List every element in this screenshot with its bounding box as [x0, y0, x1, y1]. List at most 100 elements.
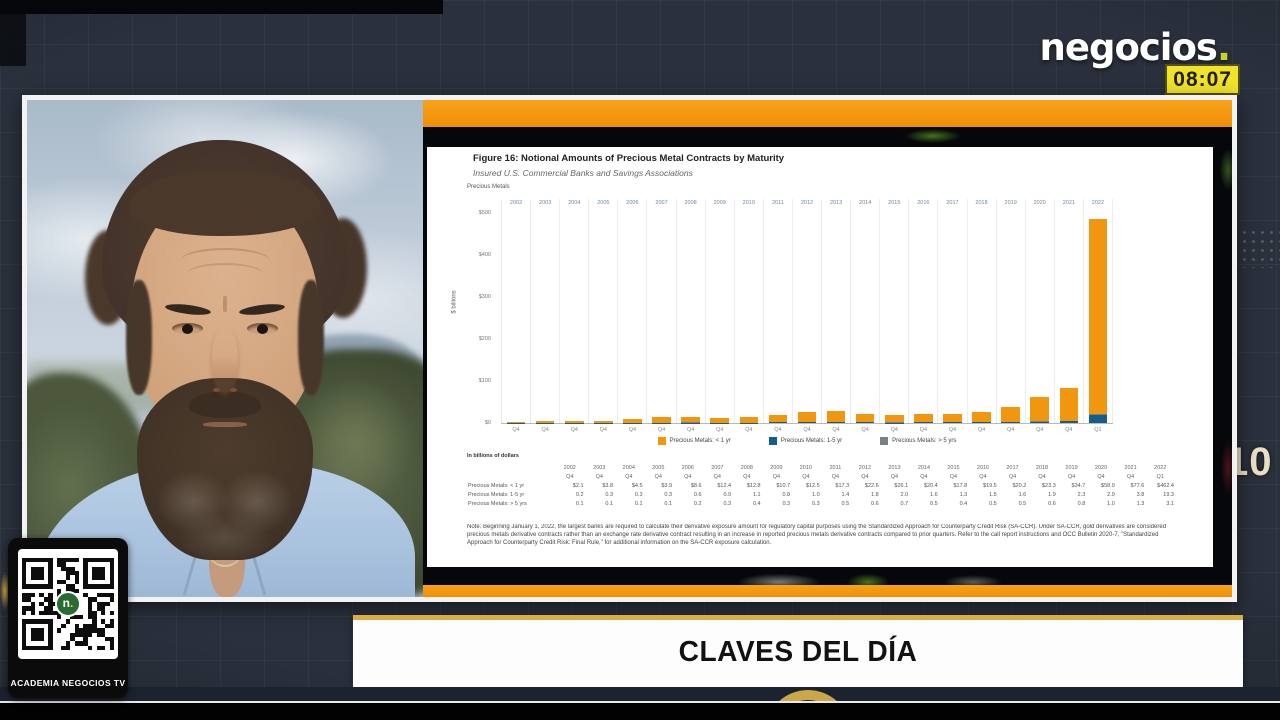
- year-label: 2002: [509, 200, 523, 206]
- bar-stack: [594, 421, 613, 423]
- bar-segment: [972, 422, 991, 423]
- year-label: 2015: [888, 200, 901, 206]
- year-label: 2011: [771, 200, 784, 206]
- forehead-wrinkle: [180, 248, 270, 274]
- occ-document: Figure 16: Notional Amounts of Precious …: [427, 147, 1213, 567]
- quarter-label: Q4: [1036, 427, 1044, 433]
- bar-segment: [885, 422, 904, 423]
- nostril-right: [230, 388, 237, 392]
- bar-stack: [768, 414, 788, 423]
- year-label: 2006: [626, 200, 639, 206]
- year-label: 2014: [859, 200, 872, 206]
- bar-segment: [943, 413, 962, 423]
- quarter-label: Q4: [774, 427, 782, 433]
- chart-column: 2011 Q4: [762, 199, 792, 433]
- eye-left: [172, 323, 203, 334]
- logo-dot: .: [1216, 26, 1231, 69]
- bar-stack: [914, 414, 933, 423]
- quarter-label: Q4: [832, 427, 840, 433]
- qr-card: n. ACADEMIA NEGOCIOS TV: [8, 538, 128, 698]
- nostril-left: [213, 388, 220, 392]
- bar-segment: [1088, 413, 1108, 415]
- y-tick-label: $0: [484, 420, 491, 426]
- chart-column: 2003 Q4: [530, 199, 559, 433]
- forehead-wrinkle: [187, 263, 263, 285]
- chart-column: 2014 Q4: [850, 199, 879, 433]
- y-tick-label: $500: [478, 210, 491, 216]
- footnote: Note: Beginning January 1, 2022, the lar…: [467, 524, 1167, 547]
- lower-third-banner: CLAVES DEL DÍA: [353, 615, 1243, 687]
- quarter-label: Q4: [861, 427, 869, 433]
- bar-segment: [797, 422, 817, 423]
- chart-column: 2022 Q1: [1082, 199, 1113, 433]
- bar-stack: [739, 417, 759, 423]
- screenshare-panel: Figure 16: Notional Amounts of Precious …: [423, 100, 1232, 597]
- top-black-bar: [0, 0, 443, 14]
- year-label: 2003: [539, 200, 552, 206]
- bar-segment: [1001, 407, 1020, 422]
- speaker-nose: [212, 330, 238, 394]
- bar-stack: [564, 421, 584, 423]
- chart-column: 2006 Q4: [617, 199, 646, 433]
- figure-title: Figure 16: Notional Amounts of Precious …: [473, 153, 785, 164]
- quarter-label: Q4: [657, 427, 666, 433]
- bar-stack: [943, 413, 962, 423]
- chart-column: 2018 Q4: [966, 199, 996, 433]
- bar-segment: [972, 412, 991, 422]
- legend-swatch: [657, 437, 666, 445]
- bar-segment: [1059, 388, 1079, 421]
- y-axis-ticks: $500 $400 $300 $200 $100 $0: [459, 210, 495, 426]
- bar-stack: [623, 419, 642, 423]
- quarter-label: Q4: [977, 427, 986, 433]
- table-row: Q4 Q4 Q4 Q4 Q4 Q4 Q4 Q4 Q4 Q4 Q4 Q4 Q4 Q4 Q4 Q4 Q4 Q4 Q4 Q4…: [566, 474, 1164, 480]
- chart-column: 2016 Q4: [908, 199, 937, 433]
- bar-segment: [1030, 396, 1049, 422]
- bar-stack: [710, 418, 729, 423]
- panel-orange-bar-top: [423, 100, 1232, 127]
- speaker-necklace: [205, 519, 245, 568]
- bar-segment: [681, 416, 700, 423]
- year-label: 2019: [1004, 200, 1017, 206]
- bar-stack: [535, 421, 555, 423]
- quarter-label: Q4: [686, 427, 695, 433]
- bar-segment: [681, 422, 700, 423]
- bar-stack: [652, 417, 671, 423]
- table-row: 2002 2003 2004 2005 2006 2007 2008 2009 2010 2011…: [563, 465, 1167, 471]
- chart-column: 2020 Q4: [1024, 199, 1054, 433]
- quarter-label: Q4: [628, 427, 637, 433]
- table-caption: In billions of dollars: [467, 453, 519, 459]
- bar-segment: [1088, 414, 1108, 423]
- bar-stack: [797, 412, 817, 423]
- quarter-label: Q4: [570, 427, 578, 433]
- year-label: 2013: [829, 200, 843, 206]
- year-label: 2020: [1033, 200, 1046, 206]
- panel-orange-bar-bottom: [423, 585, 1232, 597]
- bar-segment: [914, 422, 933, 423]
- chart-column: 2004 Q4: [559, 199, 588, 433]
- qr-center-logo: n.: [55, 591, 81, 617]
- section-label: Precious Metals: [467, 184, 510, 190]
- speaker-mouth: [203, 422, 247, 427]
- quarter-label: Q4: [1065, 427, 1073, 433]
- table-row: Precious Metals: > 5 yrs 0.1 0.1 0.1 0.1 0.2 0…: [468, 501, 1174, 507]
- quarter-label: Q4: [890, 427, 898, 433]
- bar-stack: [681, 416, 700, 423]
- year-label: 2005: [597, 200, 610, 206]
- bar-segment: [506, 422, 526, 423]
- year-label: 2012: [800, 200, 814, 206]
- qr-code: n.: [18, 549, 118, 659]
- quarter-label: Q4: [948, 427, 957, 433]
- background-gold-glow: [0, 572, 10, 610]
- bar-stack: [826, 410, 846, 423]
- eye-right: [247, 323, 278, 334]
- video-frame: Figure 16: Notional Amounts of Precious …: [22, 95, 1237, 602]
- bar-stack: [1001, 407, 1020, 423]
- bar-stack: [855, 413, 875, 423]
- year-label: 2022: [1091, 200, 1105, 206]
- bar-segment: [1088, 219, 1108, 414]
- qr-caption: ACADEMIA NEGOCIOS TV: [10, 678, 126, 688]
- pupil: [257, 324, 268, 334]
- bar-segment: [564, 421, 584, 423]
- year-label: 2016: [917, 200, 930, 206]
- chart-column: 2017 Q4: [937, 199, 966, 433]
